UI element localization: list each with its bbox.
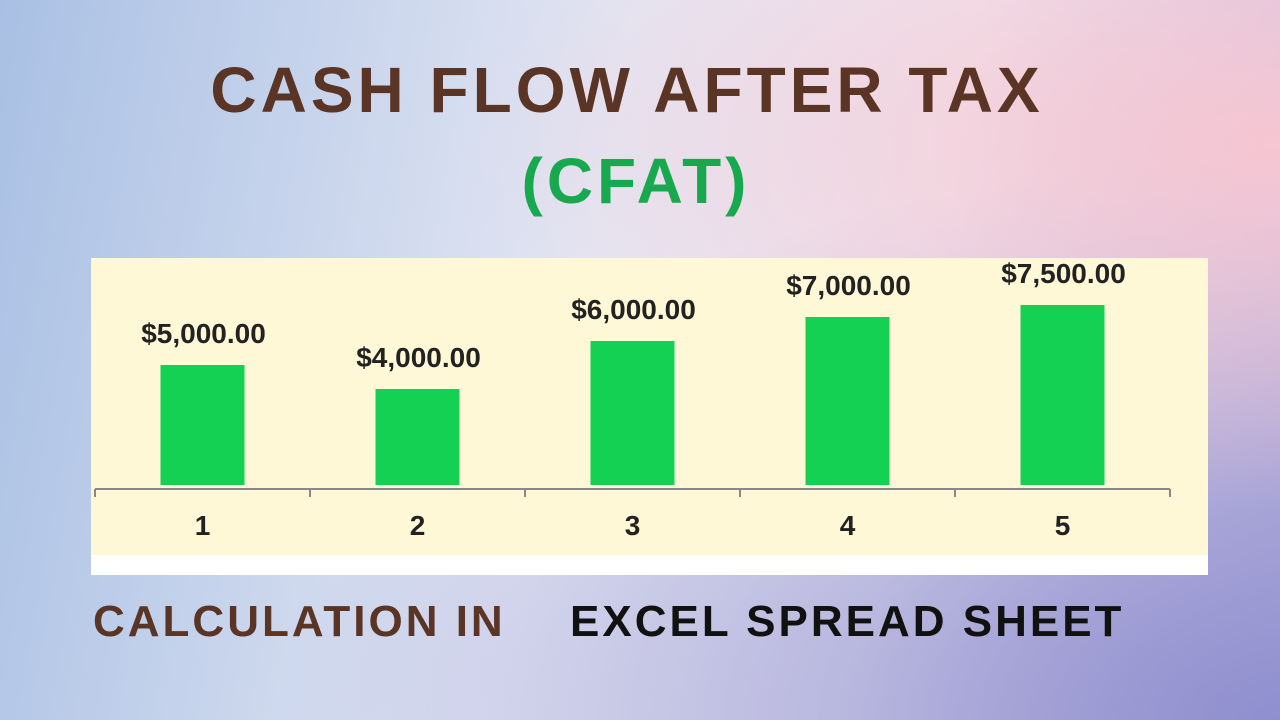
- value-label: $7,000.00: [786, 270, 911, 301]
- x-tick-label: 4: [840, 510, 856, 541]
- x-tick-label: 1: [195, 510, 211, 541]
- bar: [805, 317, 890, 485]
- value-label: $4,000.00: [356, 342, 481, 373]
- caption-tail: EXCEL SPREAD SHEET: [570, 597, 1124, 646]
- bar: [160, 365, 245, 485]
- bar: [375, 389, 460, 485]
- chart-title: CASH FLOW AFTER TAX: [210, 54, 1043, 126]
- x-tick-label: 3: [625, 510, 641, 541]
- chart-subtitle: (CFAT): [522, 145, 751, 217]
- bar: [590, 341, 675, 485]
- x-tick-label: 5: [1055, 510, 1071, 541]
- caption-lead: CALCULATION IN: [93, 597, 506, 646]
- panel-strip: [91, 555, 1208, 575]
- value-label: $7,500.00: [1001, 258, 1126, 289]
- x-tick-label: 2: [410, 510, 426, 541]
- value-label: $5,000.00: [141, 318, 266, 349]
- bar: [1020, 305, 1105, 485]
- value-label: $6,000.00: [571, 294, 696, 325]
